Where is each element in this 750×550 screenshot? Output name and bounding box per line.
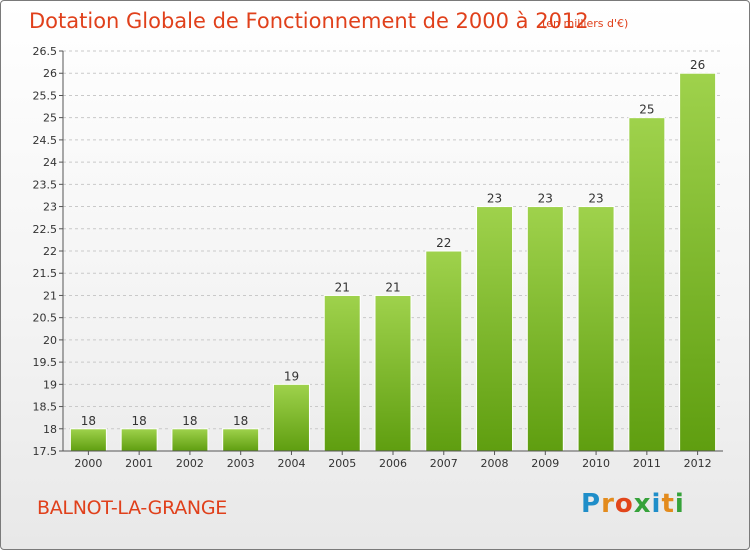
- bar: [222, 428, 260, 452]
- x-tick-label: 2009: [531, 457, 559, 470]
- data-label: 23: [487, 192, 502, 206]
- logo-letter: t: [661, 489, 675, 519]
- x-tick-label: 2012: [684, 457, 712, 470]
- x-tick-label: 2005: [328, 457, 356, 470]
- y-tick-label: 19.5: [33, 356, 58, 369]
- y-tick-label: 21.5: [33, 267, 58, 280]
- data-label: 21: [385, 280, 400, 294]
- y-tick-label: 18: [43, 423, 57, 436]
- y-tick-label: 24: [43, 156, 57, 169]
- x-tick-label: 2002: [176, 457, 204, 470]
- x-tick-label: 2006: [379, 457, 407, 470]
- x-tick-label: 2000: [74, 457, 102, 470]
- bar: [69, 428, 107, 452]
- commune-name: BALNOT-LA-GRANGE: [37, 497, 227, 519]
- y-tick-label: 26.5: [33, 45, 58, 58]
- y-tick-label: 18.5: [33, 401, 58, 414]
- chart-subtitle: (en milliers d'€): [542, 17, 629, 30]
- bar: [374, 294, 412, 452]
- bar: [425, 250, 463, 452]
- y-tick-label: 23.5: [33, 178, 58, 191]
- y-tick-label: 17.5: [33, 445, 58, 458]
- y-tick-labels: 17.5 18 18.5 19 19.5 20 20.5 21 21.5 22 22.5 23 23.5…: [33, 45, 58, 458]
- x-tick-label: 2007: [430, 457, 458, 470]
- y-tick-label: 24.5: [33, 134, 58, 147]
- x-tick-label: 2004: [277, 457, 305, 470]
- y-tick-label: 22: [43, 245, 57, 258]
- bar: [476, 206, 514, 452]
- data-labels: 18 18 18 18 19 21 21 22 23 23 23 25 26: [81, 58, 706, 428]
- y-tick-label: 20.5: [33, 312, 58, 325]
- bar: [272, 383, 310, 452]
- data-label: 18: [81, 414, 96, 428]
- data-label: 23: [588, 192, 603, 206]
- data-label: 18: [182, 414, 197, 428]
- logo-letter: o: [614, 489, 634, 519]
- y-tick-label: 21: [43, 289, 57, 302]
- logo-letter: r: [601, 489, 615, 519]
- bar: [323, 294, 361, 452]
- y-tick-label: 26: [43, 67, 57, 80]
- x-tick-label: 2003: [227, 457, 255, 470]
- x-tick-labels: 2000 2001 2002 2003 2004 2005 2006 2007 2008 2009…: [74, 457, 711, 470]
- bar: [577, 206, 615, 452]
- bar: [171, 428, 209, 452]
- bar: [628, 117, 666, 452]
- y-tick-label: 20: [43, 334, 57, 347]
- y-tick-label: 22.5: [33, 223, 58, 236]
- bar: [679, 72, 717, 452]
- y-tick-label: 23: [43, 201, 57, 214]
- axes: [59, 50, 723, 455]
- proxiti-logo: Proxiti: [581, 489, 685, 519]
- x-tick-label: 2008: [481, 457, 509, 470]
- data-label: 23: [538, 192, 553, 206]
- logo-letter: i: [674, 489, 685, 519]
- logo-letter: x: [633, 489, 652, 519]
- bar: [526, 206, 564, 452]
- data-label: 18: [132, 414, 147, 428]
- logo-letter: P: [581, 489, 602, 519]
- data-label: 22: [436, 236, 451, 250]
- y-tick-label: 25.5: [33, 89, 58, 102]
- bar: [120, 428, 158, 452]
- data-label: 25: [639, 103, 654, 117]
- data-label: 18: [233, 414, 248, 428]
- x-tick-label: 2010: [582, 457, 610, 470]
- y-tick-label: 19: [43, 378, 57, 391]
- data-label: 21: [335, 280, 350, 294]
- logo-letter: i: [651, 489, 662, 519]
- data-label: 19: [284, 369, 299, 383]
- y-tick-label: 25: [43, 112, 57, 125]
- bars: [69, 72, 717, 452]
- x-tick-label: 2001: [125, 457, 153, 470]
- chart-title: Dotation Globale de Fonctionnement de 20…: [29, 9, 589, 33]
- x-tick-label: 2011: [633, 457, 661, 470]
- data-label: 26: [690, 58, 705, 72]
